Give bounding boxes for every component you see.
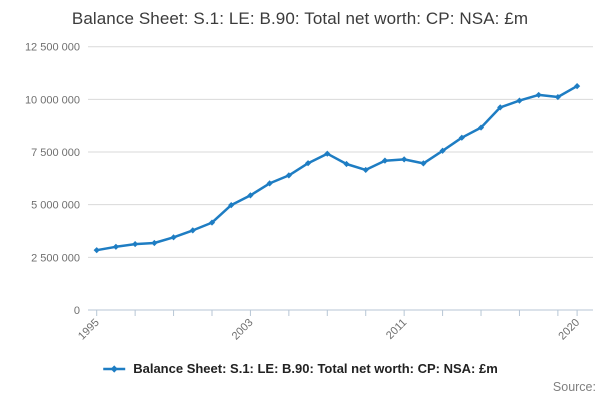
data-point-marker [266, 180, 273, 187]
x-axis-label: 2003 [230, 317, 256, 343]
data-point-marker [497, 104, 504, 111]
data-point-marker [208, 219, 216, 226]
x-axis-label: 1995 [76, 317, 102, 343]
data-point-marker [535, 91, 542, 99]
data-point-marker [132, 240, 139, 248]
y-axis-label: 10 000 000 [25, 94, 80, 106]
data-point-marker [401, 156, 408, 163]
x-axis-label: 2011 [384, 317, 409, 342]
data-point-marker [420, 160, 427, 167]
data-point-marker [170, 234, 177, 241]
data-point-marker [343, 160, 350, 168]
data-point-marker [228, 202, 235, 209]
data-point-marker [554, 93, 561, 101]
y-axis-label: 7 500 000 [31, 147, 80, 159]
data-point-marker [285, 172, 292, 179]
x-axis-label: 2020 [556, 317, 582, 343]
data-point-marker [324, 150, 331, 157]
data-point-marker [247, 192, 254, 199]
series-line [95, 84, 579, 252]
data-point-marker [112, 243, 120, 250]
data-point-marker [151, 239, 158, 247]
line-chart-plot: 0 2 500 000 5 000 000 7 500 000 10 000 000 12… [25, 42, 593, 343]
data-point-marker [574, 82, 581, 90]
data-point-marker [381, 157, 389, 164]
legend-label: Balance Sheet: S.1: LE: B.90: Total net … [133, 361, 498, 376]
data-point-marker [362, 166, 369, 174]
y-axis-label: 2 500 000 [31, 252, 80, 264]
data-point-marker [458, 134, 465, 141]
data-point-marker [516, 97, 523, 104]
data-point-marker [477, 124, 485, 131]
y-axis-label: 0 [74, 305, 80, 317]
source-label: Source: [552, 380, 596, 394]
legend-item[interactable]: Balance Sheet: S.1: LE: B.90: Total net … [102, 361, 498, 376]
y-axis-label: 5 000 000 [31, 200, 80, 212]
data-point-marker [439, 147, 446, 154]
data-point-marker [189, 227, 196, 234]
legend-series-marker-icon [103, 364, 126, 373]
data-point-marker [304, 160, 312, 167]
chart-title: Balance Sheet: S.1: LE: B.90: Total net … [71, 9, 529, 28]
y-axis-label: 12 500 000 [25, 42, 80, 54]
data-point-marker [93, 247, 100, 254]
